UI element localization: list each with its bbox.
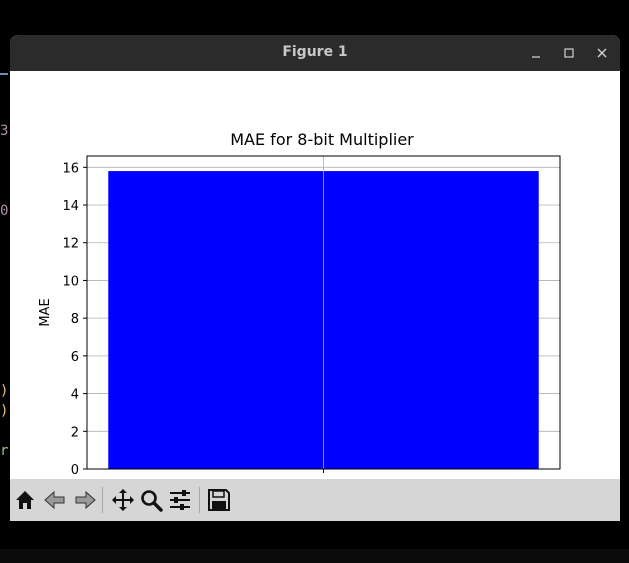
chart-title: MAE for 8-bit Multiplier: [230, 130, 414, 149]
terminal-cursor-line: [0, 73, 8, 75]
toolbar-separator: [199, 487, 200, 513]
zoom-button[interactable]: [138, 487, 164, 513]
back-arrow-icon: [44, 490, 65, 510]
pan-button[interactable]: [110, 487, 136, 513]
close-button[interactable]: [590, 41, 614, 65]
window-title: Figure 1: [282, 44, 348, 60]
y-tick-label: 10: [62, 274, 79, 289]
terminal-fragment: ): [0, 403, 9, 419]
home-button[interactable]: [12, 487, 38, 513]
terminal-fragment: r: [0, 443, 9, 459]
sliders-icon: [170, 490, 190, 510]
y-tick-label: 14: [62, 199, 79, 214]
figure-window: Figure 1 MAE for 8-bit Multiplier 0 2 4 6 8 1…: [10, 35, 620, 521]
zoom-icon: [141, 490, 163, 512]
close-icon: [597, 48, 607, 58]
y-tick-label: 2: [71, 425, 79, 440]
y-tick-label: 16: [62, 161, 79, 176]
x-axis-ticks: 8-bit: [309, 469, 338, 493]
y-tick-label: 12: [62, 237, 79, 252]
toolbar-separator: [102, 487, 103, 513]
y-tick-label: 6: [71, 350, 79, 365]
figure-canvas[interactable]: MAE for 8-bit Multiplier 0 2 4 6 8 10 12 14 16 8…: [10, 71, 620, 493]
y-tick-label: 0: [71, 463, 79, 478]
terminal-status-strip: [0, 549, 629, 563]
home-icon: [16, 491, 34, 509]
y-tick-label: 8: [71, 312, 79, 327]
forward-button[interactable]: [72, 487, 98, 513]
y-axis-ticks: 0 2 4 6 8 10 12 14 16: [62, 161, 87, 478]
y-axis-label: MAE: [38, 298, 53, 326]
navigation-toolbar: [10, 479, 620, 521]
forward-arrow-icon: [75, 490, 96, 510]
pan-icon: [112, 489, 134, 511]
terminal-fragment: 0: [0, 203, 9, 219]
maximize-button[interactable]: [557, 41, 581, 65]
configure-subplots-button[interactable]: [167, 487, 193, 513]
terminal-fragment: 3: [0, 123, 9, 139]
title-bar[interactable]: Figure 1: [10, 35, 620, 71]
save-icon: [208, 489, 230, 511]
minimize-button[interactable]: [524, 41, 548, 65]
terminal-fragment: ): [0, 383, 9, 399]
bar-chart: MAE for 8-bit Multiplier 0 2 4 6 8 10 12 14 16 8…: [38, 130, 561, 493]
save-button[interactable]: [206, 487, 232, 513]
minimize-icon: [532, 56, 540, 58]
y-tick-label: 4: [71, 388, 79, 403]
maximize-icon: [564, 48, 574, 58]
back-button[interactable]: [42, 487, 68, 513]
